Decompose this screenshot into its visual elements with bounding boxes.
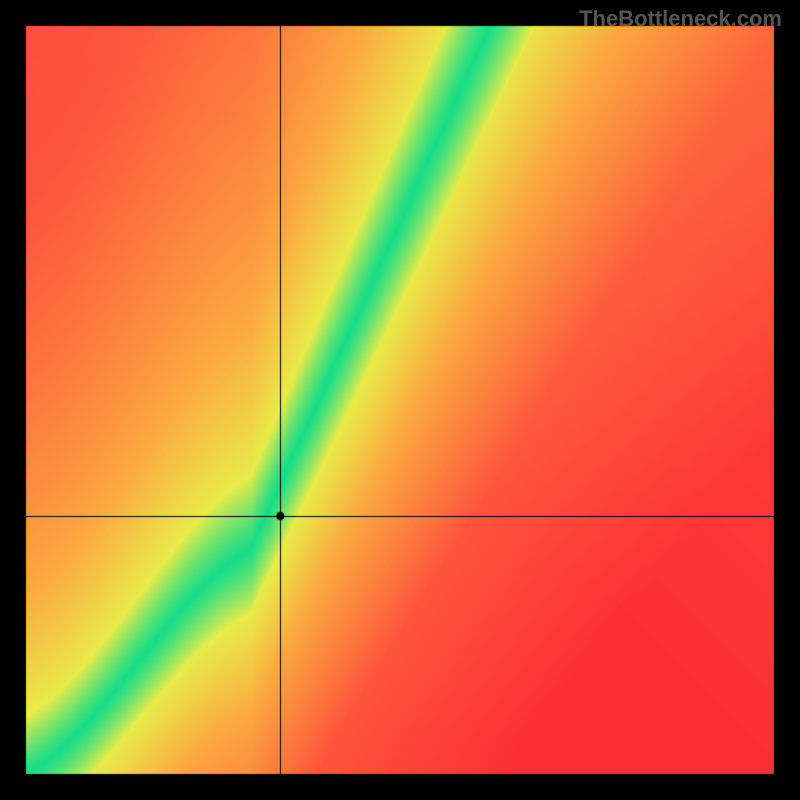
bottleneck-heatmap-canvas bbox=[0, 0, 800, 800]
bottleneck-heatmap-container: TheBottleneck.com bbox=[0, 0, 800, 800]
watermark-text: TheBottleneck.com bbox=[579, 6, 782, 32]
